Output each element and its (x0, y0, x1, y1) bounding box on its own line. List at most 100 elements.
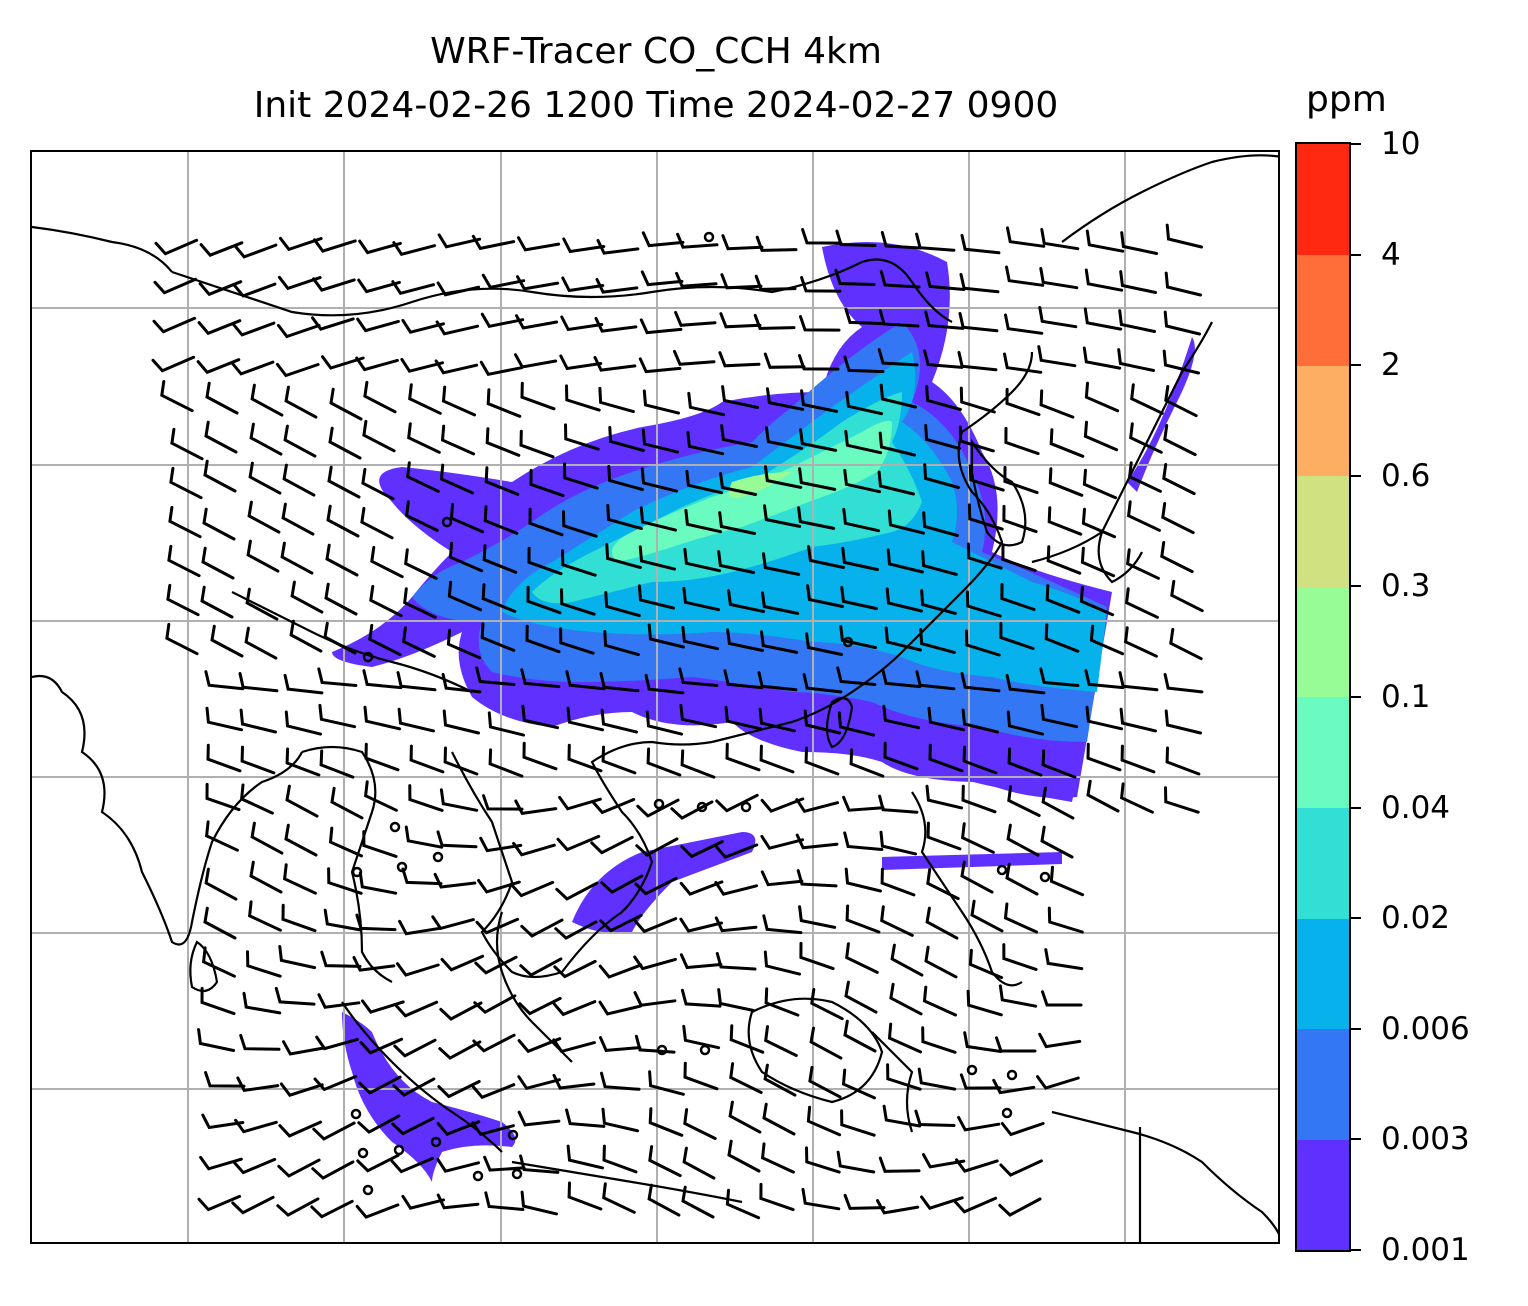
wind-barb (437, 1080, 481, 1099)
wind-barb (809, 1026, 843, 1060)
wind-barb (1047, 906, 1084, 934)
wind-barb (197, 1028, 236, 1052)
wind-barb (356, 1153, 400, 1173)
wind-barb (915, 670, 956, 691)
wind-barb (436, 1193, 480, 1210)
wind-barb (636, 798, 680, 818)
wind-barb (839, 625, 878, 650)
wind-barb (249, 422, 283, 456)
wind-barb (670, 800, 714, 820)
wind-barb (1084, 669, 1125, 690)
wind-barb (249, 860, 283, 894)
calm-wind-circle (351, 866, 363, 878)
wind-barb (1165, 746, 1201, 776)
wind-barb (519, 429, 555, 459)
wind-barb (726, 628, 765, 652)
wind-barb (200, 585, 234, 619)
wind-barb (1006, 226, 1046, 248)
wind-barb (762, 914, 803, 935)
wind-barb (488, 748, 524, 778)
wind-barb (680, 988, 722, 1008)
wind-barb (679, 880, 724, 896)
wind-barb (924, 424, 961, 450)
wind-barb (443, 746, 479, 776)
wind-barb (684, 508, 723, 534)
wind-barb (754, 274, 797, 291)
wind-barb (641, 231, 685, 248)
wind-barb (510, 880, 555, 898)
wind-barb (520, 668, 561, 689)
wind-barb (438, 1040, 482, 1060)
wind-barb (202, 507, 236, 541)
wind-barb (1130, 383, 1164, 415)
wind-barb (761, 591, 800, 615)
plume-sumatra (342, 1012, 516, 1182)
wind-barb (608, 426, 645, 452)
wind-barb (519, 1154, 560, 1174)
wind-barb (878, 431, 916, 457)
wind-barb (683, 1108, 717, 1140)
wind-barb (967, 503, 1004, 531)
wind-barb (431, 915, 475, 931)
wind-barb (559, 354, 603, 371)
wind-barb (953, 1196, 998, 1214)
wind-barb (595, 278, 639, 294)
wind-barb (437, 233, 482, 249)
wind-barb (644, 673, 685, 695)
wind-barb (203, 906, 237, 940)
wind-barb (922, 511, 959, 537)
wind-barb (602, 1182, 636, 1214)
wind-barb (278, 1120, 322, 1138)
wind-barb (966, 542, 1003, 570)
wind-barb (231, 321, 276, 337)
wind-barb (527, 546, 563, 576)
wind-barb (1125, 548, 1160, 580)
wind-barb (329, 387, 363, 421)
wind-barb (560, 315, 604, 332)
colorbar-unit-label: ppm (1306, 79, 1387, 120)
colorbar-tick (1351, 364, 1361, 367)
wind-barb (522, 741, 558, 771)
wind-barb (762, 552, 801, 576)
wind-barb (169, 466, 203, 500)
wind-barb (277, 1158, 321, 1178)
colorbar-segment (1297, 144, 1349, 256)
wind-barb (236, 1076, 280, 1093)
wind-barb (647, 1183, 681, 1217)
wind-barb (514, 353, 558, 369)
wind-barb (593, 356, 637, 372)
wind-barb (393, 1038, 437, 1058)
wind-barb (673, 349, 716, 366)
wind-barb (201, 946, 236, 978)
wind-barb (278, 236, 323, 252)
coastline-west-edge (32, 225, 173, 273)
wind-barb (401, 1194, 445, 1210)
wind-barb (560, 588, 596, 616)
wind-barb (1001, 543, 1037, 573)
colorbar-tick-label: 0.006 (1381, 1010, 1470, 1047)
wind-barb (680, 749, 716, 779)
wind-barb (765, 426, 804, 450)
wind-barb (599, 1036, 642, 1052)
wind-barb (247, 900, 282, 932)
wind-barb (1123, 626, 1158, 658)
wind-barb (759, 744, 795, 774)
wind-barb (553, 959, 597, 979)
wind-barb (920, 589, 957, 615)
wind-barb (1163, 310, 1201, 336)
wind-barb (281, 502, 315, 536)
wind-barb (1080, 546, 1116, 578)
wind-barb (718, 511, 757, 535)
colorbar-segment (1297, 918, 1349, 1030)
colorbar-tick-label: 0.3 (1381, 568, 1431, 605)
wind-barb (633, 955, 677, 971)
wind-barb (201, 546, 235, 580)
coastline-japan (1031, 321, 1213, 584)
wind-barb (1007, 747, 1043, 777)
wind-barb (960, 672, 1001, 693)
wind-barb (1007, 785, 1041, 817)
coastline-india (32, 674, 303, 946)
wind-barb (516, 275, 560, 291)
wind-barb (886, 1063, 922, 1091)
wind-barb (1165, 223, 1203, 249)
